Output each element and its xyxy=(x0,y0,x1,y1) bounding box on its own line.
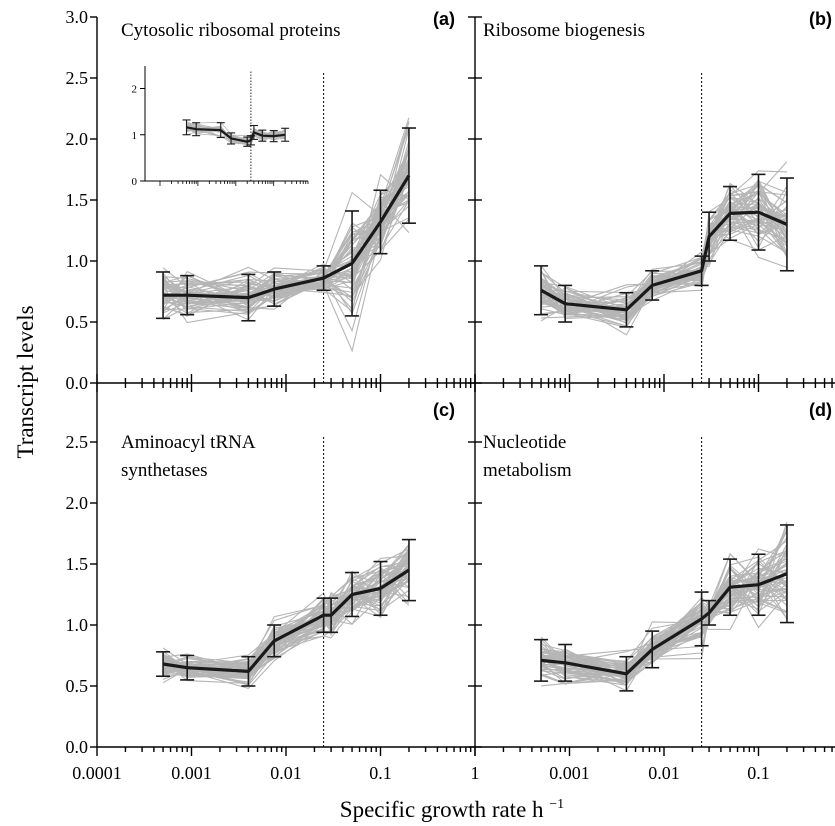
y-tick-label-bottom: 2.0 xyxy=(66,493,89,513)
error-bar xyxy=(401,127,416,224)
gene-line xyxy=(162,205,410,353)
error-bar xyxy=(156,271,171,320)
x-tick-label-left: 0.001 xyxy=(171,763,212,783)
mean-line-c xyxy=(162,568,410,674)
y-tick-label-top: 0.5 xyxy=(66,312,89,332)
x-tick-label-right: 0.1 xyxy=(747,763,770,783)
gene-line xyxy=(163,557,410,674)
panel-c: Aminoacyl tRNA synthetases (c) xyxy=(121,400,455,747)
inset-background xyxy=(145,66,312,185)
x-tick-label-left: 0.1 xyxy=(369,763,392,783)
y-tick-label-top: 2.0 xyxy=(66,129,89,149)
panel-title-d-line-1: Nucleotide xyxy=(483,432,566,453)
x-axis-title-superscript: −1 xyxy=(549,797,564,812)
inset-mean-line xyxy=(186,126,286,143)
mean-line-d xyxy=(540,572,788,676)
x-tick-label-right: 0.001 xyxy=(549,763,590,783)
x-tick-label-left: 0.01 xyxy=(270,763,302,783)
y-tick-label-top: 1.5 xyxy=(66,190,89,210)
panel-d: Nucleotide metabolism (d) xyxy=(483,400,832,747)
error-bar xyxy=(779,177,794,272)
error-bars-a xyxy=(156,127,416,322)
y-tick-label-top: 1.0 xyxy=(66,251,89,271)
panels-layer: Cytosolic ribosomal proteins (a) 0 1 2 Riboso… xyxy=(121,9,832,747)
y-tick-label-bottom: 2.5 xyxy=(66,432,89,452)
gene-line xyxy=(540,221,787,311)
gene-line xyxy=(162,557,410,668)
error-bar xyxy=(534,265,549,316)
gene-line xyxy=(163,545,410,670)
gene-lines-c xyxy=(162,543,410,690)
axes-layer: 0.0 0.5 1.0 1.5 2.0 2.5 3.0 0.0 0.5 1.0 1.5 2.0 2.5 0… xyxy=(66,7,835,783)
x-axis-title: Specific growth rate h −1 xyxy=(340,797,564,822)
gene-line xyxy=(162,121,410,300)
panel-letter-c: (c) xyxy=(433,400,455,420)
y-tick-label-bottom: 1.0 xyxy=(66,615,89,635)
y-axis-title: Transcript levels xyxy=(13,305,38,458)
panel-letter-a: (a) xyxy=(433,9,455,29)
panel-title-d-line-2: metabolism xyxy=(483,460,572,481)
y-tick-label-top: 0.0 xyxy=(66,373,89,393)
panel-letter-b: (b) xyxy=(809,9,832,29)
mean-line-b xyxy=(540,210,788,312)
y-tick-label-bottom: 1.5 xyxy=(66,554,89,574)
panel-a: Cytosolic ribosomal proteins (a) 0 1 2 xyxy=(121,9,455,383)
gene-lines-b xyxy=(540,161,788,336)
x-tick-label-left: 0.0001 xyxy=(72,763,122,783)
x-tick-label-left: 1 xyxy=(471,763,480,783)
y-tick-label-bottom: 0.5 xyxy=(66,676,89,696)
x-tick-label-right: 0.01 xyxy=(648,763,680,783)
panel-b: Ribosome biogenesis (b) xyxy=(483,9,832,383)
panel-title-b: Ribosome biogenesis xyxy=(483,20,645,41)
panel-title-a: Cytosolic ribosomal proteins xyxy=(121,20,341,41)
y-tick-label-top: 2.5 xyxy=(66,68,89,88)
inset-y-tick-label: 2 xyxy=(132,84,138,96)
gene-line xyxy=(162,151,410,295)
inset-error-bar xyxy=(281,127,290,142)
y-tick-label-top: 3.0 xyxy=(66,7,89,27)
panel-title-c-line-2: synthetases xyxy=(121,460,208,481)
error-bar xyxy=(156,651,171,678)
x-axis-title-main: Specific growth rate h xyxy=(340,797,544,822)
gene-line xyxy=(162,149,410,320)
error-bar xyxy=(534,638,549,682)
inset-y-tick-label: 1 xyxy=(132,130,138,142)
inset-y-tick-label: 0 xyxy=(132,176,138,188)
error-bar xyxy=(401,538,416,602)
y-tick-label-bottom: 0.0 xyxy=(66,737,89,757)
gene-line xyxy=(162,127,410,312)
gene-line xyxy=(163,568,410,672)
panel-title-c-line-1: Aminoacyl tRNA xyxy=(121,432,256,453)
panel-letter-d: (d) xyxy=(809,400,832,420)
gene-line xyxy=(162,183,410,300)
inset-chart: 0 1 2 xyxy=(132,66,312,188)
inset-gene-line xyxy=(186,130,286,146)
mean-line-a xyxy=(163,174,411,300)
error-bar xyxy=(779,524,794,624)
